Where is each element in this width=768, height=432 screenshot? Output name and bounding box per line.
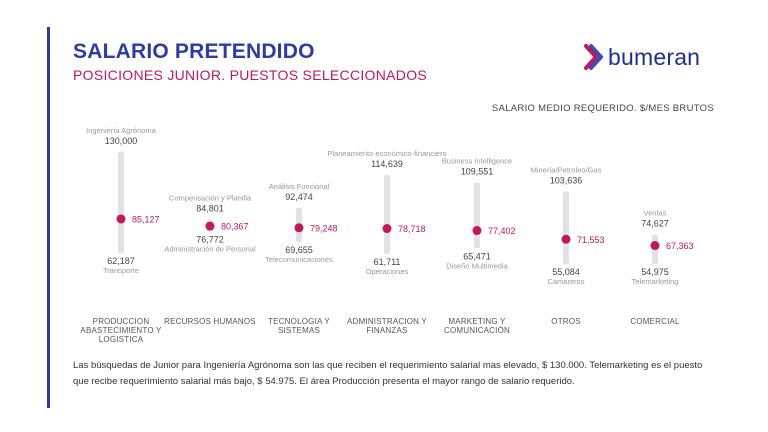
avg-value-label: 80,367 <box>221 222 249 232</box>
min-role-label: Telemarketing <box>632 277 679 286</box>
max-role-label: Ventas <box>644 209 667 218</box>
avg-point <box>382 224 392 234</box>
min-role-label: Administración de Personal <box>164 244 256 253</box>
min-value-label: 62,187 <box>107 256 135 266</box>
category-label: SISTEMAS <box>278 326 320 335</box>
category-label: FINANZAS <box>366 326 407 335</box>
avg-point <box>650 241 660 251</box>
accent-bar <box>47 27 50 408</box>
min-value-label: 55,084 <box>552 267 580 277</box>
footnote: Las búsquedas de Junior para Ingeniería … <box>73 360 703 387</box>
chevron-arrow-icon <box>584 44 603 70</box>
max-value-label: 92,474 <box>285 192 313 202</box>
category-label: MARKETING Y <box>448 317 506 326</box>
min-role-label: Camareros <box>547 277 584 286</box>
bumeran-logo: bumeran <box>584 42 700 72</box>
min-value-label: 61,711 <box>374 257 401 267</box>
max-role-label: Business Intelligence <box>442 157 512 166</box>
min-role-label: Telecomunicaciones <box>265 255 333 264</box>
avg-point <box>561 234 571 244</box>
min-value-label: 76,772 <box>196 234 224 244</box>
avg-point <box>205 221 215 231</box>
category-label: PRODUCCION <box>93 317 150 326</box>
category-label: OTROS <box>551 317 580 326</box>
max-role-label: Ingeniería Agrónoma <box>86 126 156 135</box>
range-bar <box>563 191 569 264</box>
max-value-label: 84,801 <box>196 203 224 213</box>
page-title: SALARIO PRETENDIDO <box>73 40 315 63</box>
range-bar <box>118 152 124 254</box>
category-label: TECNOLOGIA Y <box>268 317 330 326</box>
min-value-label: 54,975 <box>641 267 669 277</box>
min-role-label: Diseño Multimedia <box>446 261 509 270</box>
unit-label: SALARIO MEDIO REQUERIDO. $/MES BRUTOS <box>491 103 714 114</box>
range-bar <box>474 182 480 249</box>
category-label: LOGISTICA <box>99 335 144 344</box>
max-value-label: 114,639 <box>371 159 403 169</box>
max-value-label: 103,636 <box>550 175 583 185</box>
avg-value-label: 78,718 <box>398 224 426 234</box>
range-bar <box>384 174 390 254</box>
min-value-label: 65,471 <box>463 251 491 261</box>
min-role-label: Transporte <box>103 266 139 275</box>
min-value-label: 69,655 <box>285 245 313 255</box>
min-role-label: Operaciones <box>366 267 409 276</box>
page-subtitle: POSICIONES JUNIOR. PUESTOS SELECCIONADOS <box>73 67 428 83</box>
avg-value-label: 85,127 <box>132 214 160 224</box>
max-value-label: 130,000 <box>105 136 138 146</box>
category-label: COMERCIAL <box>630 317 680 326</box>
avg-value-label: 79,248 <box>310 223 338 233</box>
max-role-label: Planeamiento económico-financiero <box>327 149 446 158</box>
logo-text: bumeran <box>608 43 701 70</box>
category-label: COMUNICACIÓN <box>444 326 510 335</box>
category-label: ADMINISTRACION Y <box>347 317 427 326</box>
category-label: ABASTECIMIENTO Y <box>80 326 162 335</box>
max-value-label: 74,627 <box>641 219 669 229</box>
avg-point <box>116 214 126 224</box>
max-role-label: Análisis Funcional <box>269 182 330 191</box>
avg-point <box>294 223 304 233</box>
avg-value-label: 67,363 <box>666 241 694 251</box>
avg-point <box>472 226 482 236</box>
max-role-label: Compensación y Planilla <box>169 193 252 202</box>
max-value-label: 109,551 <box>461 167 494 177</box>
avg-value-label: 71,553 <box>577 235 605 245</box>
avg-value-label: 77,402 <box>488 226 516 236</box>
max-role-label: Minería/Petroleo/Gas <box>531 165 602 174</box>
category-label: RECURSOS HUMANOS <box>164 317 256 326</box>
